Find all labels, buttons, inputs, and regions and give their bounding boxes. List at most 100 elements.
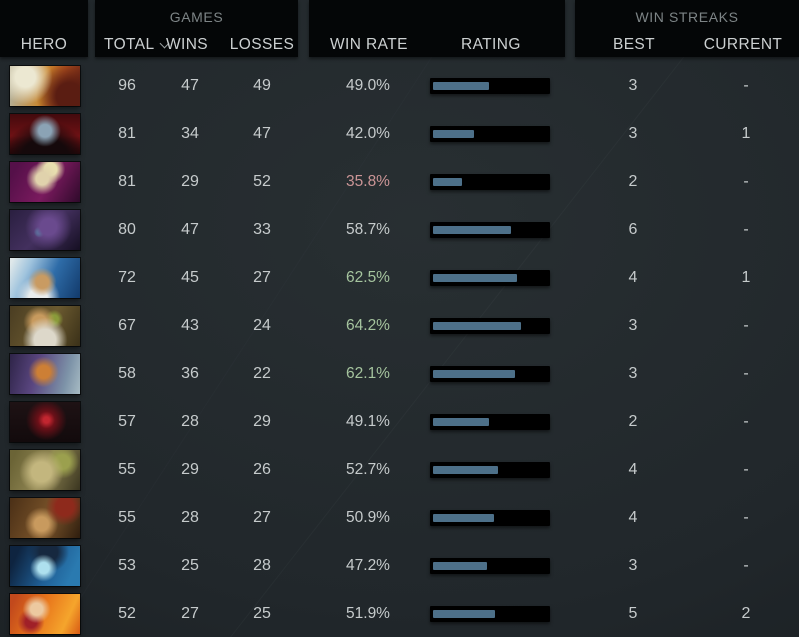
best-streak-value: 3 [628, 77, 638, 94]
hero-row-anti-mage[interactable]: 58 36 22 62.1% 3 - [0, 350, 799, 398]
wins-value: 29 [181, 461, 199, 478]
hero-portrait-invoker[interactable] [10, 162, 80, 202]
games-group-label: GAMES [169, 9, 224, 25]
rating-bar [430, 414, 550, 430]
rating-bar [430, 222, 550, 238]
best-streak-value: 5 [628, 605, 638, 622]
wins-value: 36 [181, 365, 199, 382]
column-header-win-rate[interactable]: WIN RATE [330, 36, 408, 53]
hero-row-storm-spirit[interactable]: 53 25 28 47.2% 3 - [0, 542, 799, 590]
win-rate-value: 35.8% [346, 173, 390, 190]
best-streak-value: 4 [628, 461, 638, 478]
rating-bar [430, 606, 550, 622]
current-streak-value: 1 [741, 269, 751, 286]
win-streaks-group-label: WIN STREAKS [635, 9, 739, 25]
current-streak-value: 2 [741, 605, 751, 622]
current-streak-value: - [743, 173, 749, 190]
win-rate-value: 62.1% [346, 365, 390, 382]
hero-row-queen-of-pain[interactable]: 81 34 47 42.0% 3 1 [0, 110, 799, 158]
hero-portrait-spectre[interactable] [10, 210, 80, 250]
wins-value: 28 [181, 509, 199, 526]
column-header-wins[interactable]: WINS [165, 36, 209, 53]
rating-bar-fill [433, 130, 474, 138]
total-games-value: 53 [118, 557, 136, 574]
best-streak-value: 6 [628, 221, 638, 238]
win-rate-value: 64.2% [346, 317, 390, 334]
header-rate-section: WIN RATE RATING [309, 0, 565, 57]
current-streak-value: - [743, 221, 749, 238]
column-header-rating[interactable]: RATING [461, 36, 521, 53]
column-header-hero[interactable]: HERO [20, 36, 68, 53]
column-header-losses[interactable]: LOSSES [229, 36, 295, 53]
rating-bar-fill [433, 610, 496, 618]
rating-bar [430, 270, 550, 286]
total-games-value: 57 [118, 413, 136, 430]
hero-row-sniper[interactable]: 67 43 24 64.2% 3 - [0, 302, 799, 350]
current-streak-value: - [743, 365, 749, 382]
wins-value: 45 [181, 269, 199, 286]
hero-portrait-sniper[interactable] [10, 306, 80, 346]
rating-bar [430, 174, 550, 190]
total-games-value: 58 [118, 365, 136, 382]
hero-row-pudge[interactable]: 55 29 26 52.7% 4 - [0, 446, 799, 494]
win-rate-value: 47.2% [346, 557, 390, 574]
rating-bar-fill [433, 418, 490, 426]
total-label: TOTAL [104, 36, 155, 53]
total-games-value: 55 [118, 509, 136, 526]
rating-bar-fill [433, 274, 517, 282]
hero-portrait-bristleback[interactable] [10, 66, 80, 106]
rating-bar-fill [433, 322, 521, 330]
column-header-total[interactable]: TOTAL [104, 36, 169, 54]
best-streak-value: 3 [628, 365, 638, 382]
column-header-current[interactable]: CURRENT [703, 36, 783, 53]
rating-bar [430, 126, 550, 142]
rating-bar [430, 318, 550, 334]
losses-value: 25 [253, 605, 271, 622]
losses-value: 22 [253, 365, 271, 382]
total-games-value: 81 [118, 173, 136, 190]
current-streak-value: - [743, 509, 749, 526]
hero-portrait-zeus[interactable] [10, 258, 80, 298]
rating-bar-fill [433, 226, 511, 234]
hero-row-bristleback[interactable]: 96 47 49 49.0% 3 - [0, 62, 799, 110]
losses-value: 26 [253, 461, 271, 478]
hero-portrait-lina[interactable] [10, 594, 80, 634]
rating-bar-fill [433, 370, 515, 378]
header-win-streaks-section: WIN STREAKS BEST CURRENT [575, 0, 799, 57]
hero-row-invoker[interactable]: 81 29 52 35.8% 2 - [0, 158, 799, 206]
rating-bar-fill [433, 178, 462, 186]
current-streak-value: - [743, 413, 749, 430]
hero-row-spectre[interactable]: 80 47 33 58.7% 6 - [0, 206, 799, 254]
losses-value: 47 [253, 125, 271, 142]
hero-rows-list: 96 47 49 49.0% 3 - 81 34 47 42.0% 3 1 81… [0, 62, 799, 637]
rating-bar [430, 510, 550, 526]
win-rate-value: 50.9% [346, 509, 390, 526]
column-header-best[interactable]: BEST [612, 36, 656, 53]
hero-portrait-queen-of-pain[interactable] [10, 114, 80, 154]
hero-row-shadow-fiend[interactable]: 57 28 29 49.1% 2 - [0, 398, 799, 446]
total-games-value: 80 [118, 221, 136, 238]
hero-portrait-anti-mage[interactable] [10, 354, 80, 394]
hero-row-earthshaker[interactable]: 55 28 27 50.9% 4 - [0, 494, 799, 542]
current-streak-value: - [743, 317, 749, 334]
hero-portrait-storm-spirit[interactable] [10, 546, 80, 586]
hero-portrait-pudge[interactable] [10, 450, 80, 490]
hero-row-lina[interactable]: 52 27 25 51.9% 5 2 [0, 590, 799, 637]
hero-portrait-earthshaker[interactable] [10, 498, 80, 538]
win-rate-value: 52.7% [346, 461, 390, 478]
best-streak-value: 3 [628, 557, 638, 574]
hero-portrait-shadow-fiend[interactable] [10, 402, 80, 442]
hero-row-zeus[interactable]: 72 45 27 62.5% 4 1 [0, 254, 799, 302]
rating-bar [430, 462, 550, 478]
losses-value: 29 [253, 413, 271, 430]
total-games-value: 67 [118, 317, 136, 334]
rating-bar-fill [433, 562, 487, 570]
total-games-value: 52 [118, 605, 136, 622]
current-streak-value: - [743, 461, 749, 478]
best-streak-value: 4 [628, 269, 638, 286]
win-rate-value: 42.0% [346, 125, 390, 142]
rating-bar-fill [433, 466, 498, 474]
rating-bar-fill [433, 82, 490, 90]
best-streak-value: 3 [628, 125, 638, 142]
losses-value: 28 [253, 557, 271, 574]
